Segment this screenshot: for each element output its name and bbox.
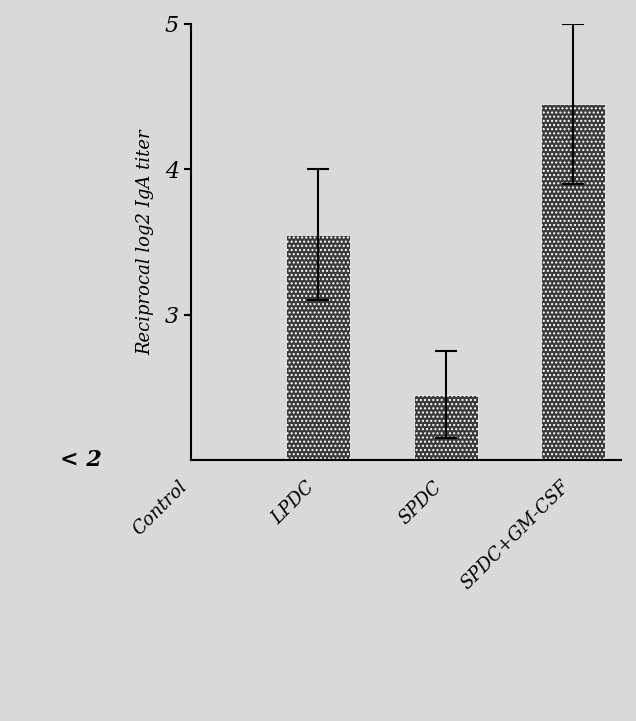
Y-axis label: Reciprocal log2 IgA titer: Reciprocal log2 IgA titer: [136, 129, 154, 355]
Text: LPDC: LPDC: [268, 478, 319, 527]
Text: Control: Control: [130, 478, 191, 539]
Text: SPDC+GM-CSF: SPDC+GM-CSF: [458, 478, 573, 593]
Bar: [541, 104, 605, 460]
Text: < 2: < 2: [60, 449, 102, 472]
Text: SPDC: SPDC: [396, 478, 446, 528]
Bar: [414, 394, 478, 460]
Bar: [286, 234, 350, 460]
